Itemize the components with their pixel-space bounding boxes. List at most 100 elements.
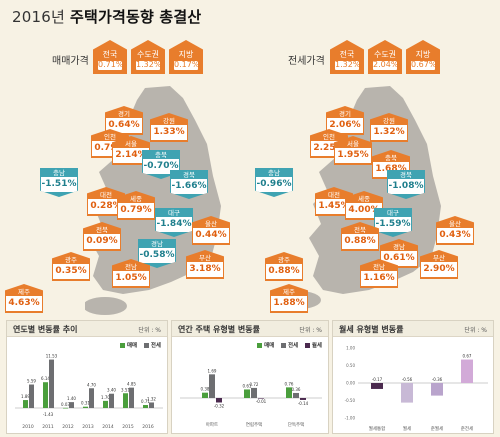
region-name: 충북 <box>385 154 397 162</box>
chart0-tick: 2012 <box>62 424 74 430</box>
jeonse-summary-1: 수도권 2.04% <box>368 40 402 74</box>
sale-region-5: 충남 -1.51% <box>40 168 78 197</box>
chart2-bar <box>401 383 413 403</box>
chart0-bar <box>69 402 74 408</box>
chart2-ytick: 0.50 <box>346 363 355 368</box>
chart1-bar <box>244 389 250 398</box>
sale-summary-0: 전국 0.71% <box>93 40 127 74</box>
region-name: 충남 <box>268 169 280 177</box>
chart1-data-label: 0.76 <box>285 381 294 386</box>
sale-region-9: 대구 -1.84% <box>155 208 193 237</box>
legend-sale: 매매 <box>127 343 138 349</box>
region-name: 세종 <box>130 195 142 203</box>
region-value: -0.58% <box>139 248 175 263</box>
legend-rent2: 월세 <box>311 343 322 349</box>
jeonse-region-1: 강원 1.32% <box>370 113 408 142</box>
chart0-bar <box>103 400 108 408</box>
jeonse-region-15: 전남 1.16% <box>360 259 398 288</box>
legend-swatch-sale <box>120 343 125 348</box>
panel-type-unit: 단위 : % <box>299 327 322 334</box>
chart1-data-label: 0.38 <box>201 387 210 392</box>
panel-rent-title: 월세 유형별 변동률 <box>339 325 404 334</box>
region-value: 0.88% <box>342 234 378 249</box>
region-name: 부산 <box>199 254 211 262</box>
sale-region-10: 울산 0.44% <box>192 216 230 245</box>
chart1-bar <box>251 387 257 398</box>
summary-value: 0.67% <box>411 59 437 70</box>
chart0-data-label: 4.70 <box>87 382 96 387</box>
region-value: 0.43% <box>437 228 473 243</box>
region-value: -1.66% <box>171 179 207 194</box>
chart0-bar <box>109 393 114 408</box>
jeonse-region-16: 제주 1.88% <box>270 284 308 313</box>
chart2-data-label: 0.67 <box>463 354 472 359</box>
legend-jeonse: 전세 <box>150 343 161 349</box>
region-value: 0.35% <box>53 264 89 279</box>
chart2-tick: 월세통합 <box>369 425 386 432</box>
chart1-bar <box>286 387 292 398</box>
chart1-bar <box>300 398 306 400</box>
chart1-bar <box>202 392 208 398</box>
chart1-tick: 단독주택 <box>288 421 305 428</box>
jeonse-region-0: 경기 2.06% <box>326 106 364 135</box>
sale-label: 매매가격 <box>52 56 89 67</box>
chart0-bar <box>89 388 94 408</box>
chart2-bar <box>371 383 383 389</box>
chart0-bar <box>23 400 28 408</box>
sale-region-6: 경북 -1.66% <box>170 170 208 199</box>
chart1-data-label: 0.61 <box>243 383 252 388</box>
region-name: 경기 <box>118 110 130 118</box>
chart0-bar <box>63 407 68 409</box>
legend-swatch-rent2 <box>304 343 310 348</box>
sale-region-11: 전북 0.09% <box>83 222 121 251</box>
panel-yearly-header: 연도별 변동률 추이 단위 : % <box>7 321 167 337</box>
summary-name: 수도권 <box>373 50 397 59</box>
region-name: 경북 <box>183 171 195 179</box>
chart0-bar <box>149 402 154 408</box>
chart2-bar <box>431 383 443 396</box>
chart2-ytick: 1.00 <box>346 346 355 351</box>
chart0-data-label: 3.51 <box>121 387 130 392</box>
summary-name: 전국 <box>102 50 118 59</box>
chart2-tick: 준전세 <box>461 425 473 432</box>
panel-yearly-title: 연도별 변동률 추이 <box>13 325 78 334</box>
page-title: 2016년 주택가격동향 총결산 <box>12 6 201 27</box>
region-value: 0.61% <box>381 251 417 266</box>
chart1-data-label: -0.32 <box>214 403 225 408</box>
chart0-tick: 2013 <box>82 424 94 430</box>
chart1-data-label: -0.14 <box>298 401 309 406</box>
chart0-extra-label: -1.43 <box>43 412 54 417</box>
chart0-tick: 2011 <box>42 424 54 430</box>
chart0-bar <box>129 387 134 408</box>
summary-name: 수도권 <box>136 50 160 59</box>
chart0-data-label: 1.70 <box>101 395 110 400</box>
summary-name: 지방 <box>415 50 431 59</box>
chart0-tick: 2014 <box>102 424 114 430</box>
jeonse-region-6: 경북 -1.08% <box>387 170 425 199</box>
chart1-bar <box>209 374 215 398</box>
region-name: 강원 <box>383 117 395 125</box>
jeonse-summary-0: 전국 1.32% <box>330 40 364 74</box>
chart2-tick: 월세 <box>403 425 411 432</box>
region-name: 광주 <box>65 256 77 264</box>
region-name: 부산 <box>433 254 445 262</box>
region-name: 대구 <box>387 209 399 217</box>
region-name: 울산 <box>205 220 217 228</box>
chart2-ytick: 0.00 <box>346 381 355 386</box>
panel-yearly-legend: 매매 전세 <box>115 341 161 349</box>
region-value: 0.09% <box>84 234 120 249</box>
sale-region-15: 전남 1.05% <box>112 259 150 288</box>
summary-value: 1.32% <box>335 59 361 70</box>
chart0-data-label: 3.40 <box>107 388 116 393</box>
region-name: 전북 <box>96 226 108 234</box>
panel-type: 연간 주택 유형별 변동률 단위 : % 매매 전세 월세 0.38 1.69 -0… <box>171 320 329 434</box>
region-name: 전북 <box>354 226 366 234</box>
chart2-data-label: -0.17 <box>372 377 383 382</box>
chart0-data-label: 4.85 <box>127 382 136 387</box>
region-value: 0.44% <box>193 228 229 243</box>
summary-value: 0.71% <box>98 59 124 70</box>
chart0-data-label: 1.40 <box>67 396 76 401</box>
region-name: 충북 <box>155 151 167 159</box>
chart0-tick: 2010 <box>22 424 34 430</box>
sale-region-8: 세종 0.79% <box>117 191 155 220</box>
